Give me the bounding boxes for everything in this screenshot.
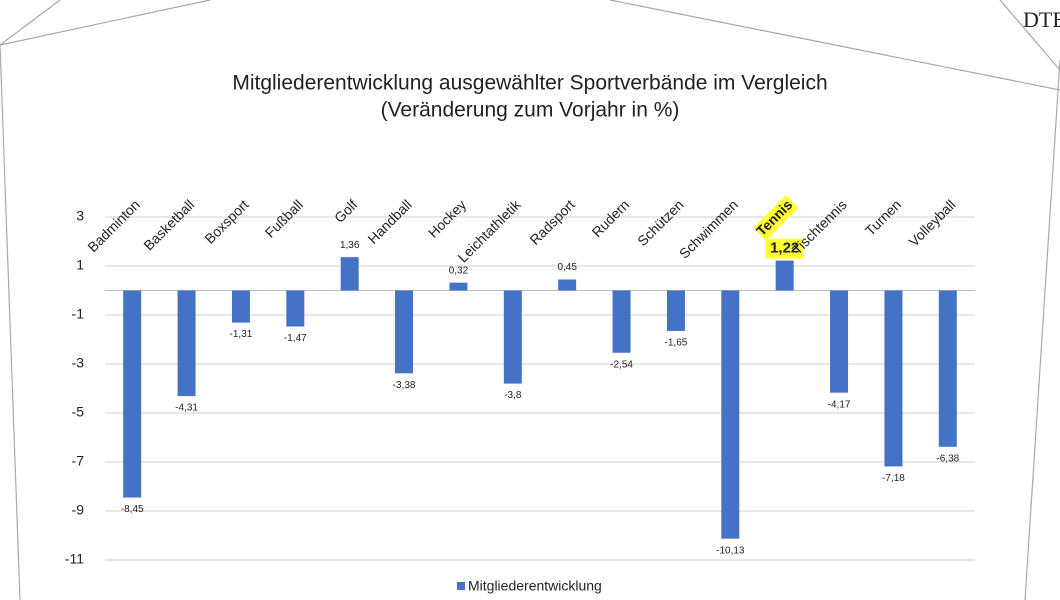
- value-label: -1,47: [284, 333, 307, 344]
- y-tick-label: -5: [72, 404, 85, 420]
- y-tick-label: 1: [76, 257, 84, 273]
- bar: [721, 290, 740, 539]
- x-tick-label: Turnen: [862, 196, 904, 238]
- category-label-group: Tennis: [753, 195, 799, 241]
- x-tick-label: Hockey: [425, 196, 469, 240]
- bar: [177, 290, 196, 397]
- x-tick-label: Handball: [364, 196, 414, 246]
- x-tick-label: Badminton: [84, 196, 143, 255]
- highlight-box: [765, 238, 804, 259]
- value-label: 1,36: [340, 240, 360, 251]
- y-tick-label: -7: [72, 453, 85, 469]
- bar: [884, 290, 903, 467]
- category-label-group: Turnen: [862, 196, 904, 238]
- x-tick-label: Radsport: [526, 196, 578, 248]
- category-label-group: Badminton: [84, 196, 143, 255]
- y-tick-label: -11: [65, 551, 84, 567]
- x-tick-label: Schützen: [634, 196, 687, 249]
- bar: [938, 290, 957, 447]
- logo: DTB: [1023, 7, 1060, 32]
- highlight-box: [753, 195, 799, 241]
- x-tick-label: Fußball: [262, 196, 306, 240]
- value-label: -2,54: [610, 359, 633, 370]
- x-tick-label: Schwimmen: [676, 196, 741, 261]
- bar: [395, 290, 414, 374]
- bar: [231, 290, 250, 323]
- x-tick-label: Tennis: [753, 196, 796, 239]
- bar: [449, 282, 468, 291]
- category-label-group: Rudern: [589, 196, 633, 240]
- y-tick-label: -3: [72, 355, 85, 371]
- legend-swatch: [457, 582, 465, 590]
- x-tick-label: Basketball: [140, 196, 197, 253]
- bar: [286, 290, 305, 327]
- x-tick-label: Tischtennis: [789, 196, 850, 257]
- value-label: 1,22: [770, 240, 799, 257]
- value-label: -4,17: [828, 399, 851, 410]
- category-label-group: Radsport: [526, 196, 578, 248]
- bar: [123, 290, 142, 498]
- bar: [340, 257, 359, 291]
- value-label: 0,45: [557, 262, 577, 273]
- category-label-group: Golf: [331, 196, 361, 226]
- y-tick-label: -9: [72, 502, 85, 518]
- y-tick-label: 3: [76, 208, 84, 224]
- category-label-group: Handball: [364, 196, 414, 246]
- value-label: -3,38: [393, 380, 416, 391]
- value-label: -1,31: [230, 329, 253, 340]
- category-label-group: Boxsport: [201, 196, 251, 246]
- value-label: -4,31: [175, 403, 198, 414]
- value-label: -10,13: [716, 545, 745, 556]
- category-label-group: Hockey: [425, 196, 469, 240]
- value-label: 0,32: [449, 265, 469, 276]
- y-tick-label: -1: [72, 306, 85, 322]
- value-label: -7,18: [882, 473, 905, 484]
- x-tick-label: Volleyball: [905, 196, 958, 249]
- bar: [830, 290, 849, 393]
- bar: [558, 279, 577, 291]
- value-label: -8,45: [121, 504, 144, 515]
- chart-subtitle: (Veränderung zum Vorjahr in %): [381, 99, 680, 122]
- category-label-group: Schwimmen: [676, 196, 741, 261]
- bar: [503, 290, 522, 384]
- x-tick-label: Golf: [331, 196, 361, 226]
- legend-label: Mitgliederentwicklung: [468, 578, 602, 594]
- category-label-group: Volleyball: [905, 196, 958, 249]
- bar: [612, 290, 631, 353]
- value-label: -6,38: [936, 453, 959, 464]
- x-tick-label: Boxsport: [201, 196, 251, 246]
- category-label-group: Schützen: [634, 196, 687, 249]
- category-label-group: Tischtennis: [789, 196, 850, 257]
- value-label: -1,65: [665, 338, 688, 349]
- bar: [666, 290, 685, 331]
- x-tick-label: Rudern: [589, 196, 633, 240]
- category-label-group: Fußball: [262, 196, 306, 240]
- chart-title: Mitgliederentwicklung ausgewählter Sport…: [232, 72, 827, 95]
- category-label-group: Basketball: [140, 196, 197, 253]
- bar: [775, 260, 794, 291]
- value-label: -3,8: [504, 390, 522, 401]
